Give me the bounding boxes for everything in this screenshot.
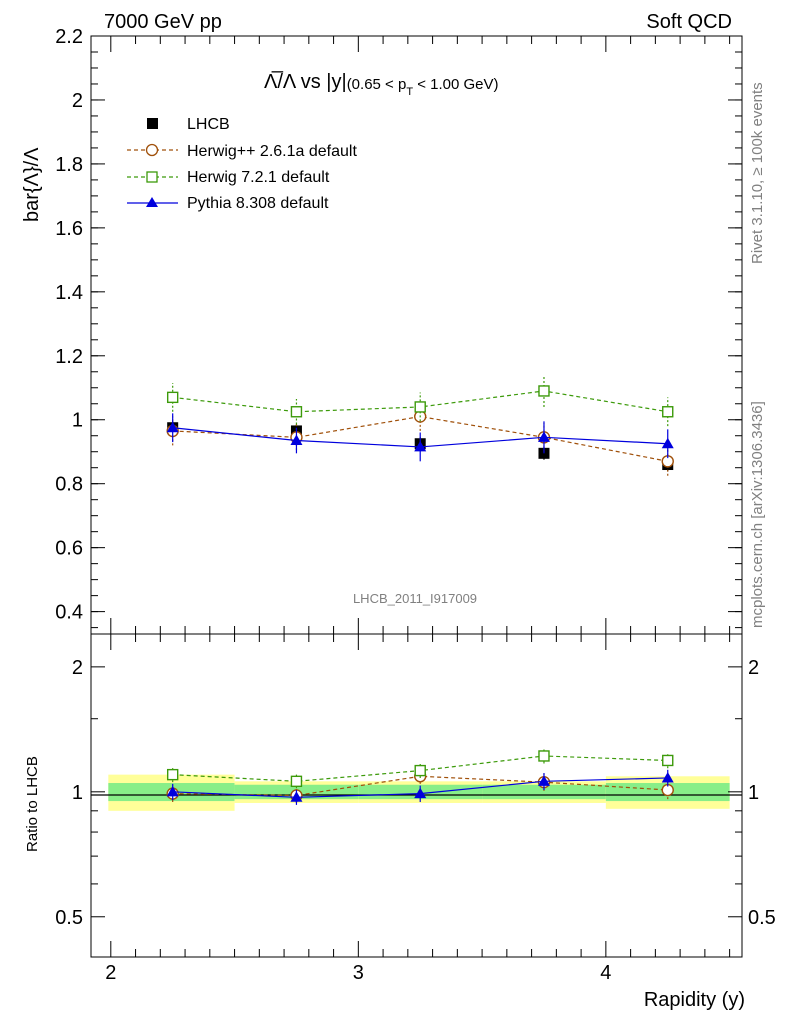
x-tick-label: 2 [105,962,116,984]
header-right: Soft QCD [646,11,732,33]
x-axis-label: Rapidity (y) [644,989,745,1011]
ratio-point-herwig7 [290,775,303,788]
ratio-panel: 0.5 0.5 1 1 2 2 2 3 4 Ratio to LHCB Rapidity (y… [24,633,776,1011]
chart-title-main: Λ̅/Λ vs |y| [264,70,347,93]
header-left: 7000 GeV pp [104,11,222,33]
main-line-herwigpp [172,415,668,462]
ratio-point-herwig7 [414,764,426,777]
legend-marker-pythia [146,197,158,207]
ratio-y-tick-label-right: 2 [748,657,759,679]
legend-item-lhcb: LHCB [147,116,230,133]
main-point-pythia [290,434,303,446]
main-point-pythia [661,437,674,449]
ratio-x-ticks: 2 3 4 [105,634,731,984]
legend-marker-lhcb [147,118,158,129]
ratio-point-herwig7 [538,750,550,762]
main-point-herwig7 [414,401,426,413]
ratio-y-tick-label: 0.5 [55,907,83,929]
ratio-series-herwig7 [166,748,674,789]
legend-label-herwig7: Herwig 7.2.1 default [187,169,330,186]
legend-label-pythia: Pythia 8.308 default [187,195,329,212]
ratio-point-pythia [537,775,550,786]
x-tick-label: 3 [353,962,364,984]
chart-title-range: (0.65 < p [347,76,407,93]
chart-title-end: < 1.00 GeV) [413,76,498,93]
ratio-y-tick-label: 1 [72,782,83,804]
ratio-point-pythia [661,771,674,783]
main-point-pythia [414,440,427,452]
legend-item-pythia: Pythia 8.308 default [127,195,329,212]
main-series-pythia [166,413,674,462]
analysis-watermark: LHCB_2011_I917009 [353,591,477,606]
main-point-herwig7 [662,406,674,418]
legend-item-herwigpp: Herwig++ 2.6.1a default [127,143,357,160]
ratio-line-herwigpp [172,775,668,797]
main-y-tick-label: 2 [72,90,83,112]
main-x-ticks [110,36,731,634]
ratio-point-herwig7 [662,754,674,767]
ratio-marks [166,748,674,805]
main-y-tick-label: 1.4 [55,282,83,304]
main-y-tick-label: 1 [72,410,83,432]
legend-marker-herwig7 [146,171,158,183]
chart-title: Λ̅/Λ vs |y|(0.65 < pT < 1.00 GeV) [264,70,499,98]
main-y-tick-label: 0.6 [55,538,83,560]
main-y-axis-label: bar{Λ}/Λ [21,147,43,222]
main-panel: 0.4 0.6 0.8 1 1.2 1.4 1.6 1.8 2 2.2 bar{Λ}/Λ Λ̅/Λ… [21,26,743,635]
ratio-y-tick-label-right: 0.5 [748,907,776,929]
main-point-herwig7 [538,385,550,397]
main-series-herwig7 [166,374,674,427]
main-y-tick-label: 1.6 [55,218,83,240]
legend-label-lhcb: LHCB [187,116,230,133]
ratio-y-ticks: 0.5 0.5 1 1 2 2 [55,657,776,929]
main-point-herwig7 [290,406,303,418]
ratio-series-pythia [166,769,674,805]
mcplots-label: mcplots.cern.ch [arXiv:1306.3436] [749,401,766,628]
legend-item-herwig7: Herwig 7.2.1 default [127,169,330,186]
legend-label-herwigpp: Herwig++ 2.6.1a default [187,143,357,160]
ratio-point-pythia [290,791,303,802]
ratio-point-herwig7 [166,768,179,781]
ratio-y-tick-label-right: 1 [748,782,759,804]
main-point-herwig7 [166,391,179,404]
ratio-y-axis-label: Ratio to LHCB [24,756,41,852]
main-y-tick-label: 0.4 [55,602,83,624]
main-marks [166,374,674,476]
main-point-pythia [537,431,550,442]
main-y-ticks: 0.4 0.6 0.8 1 1.2 1.4 1.6 1.8 2 2.2 [55,26,742,629]
main-y-tick-label: 0.8 [55,474,83,496]
ratio-frame [90,633,743,958]
ratio-y-tick-label: 2 [72,657,83,679]
ratio-point-pythia [166,785,179,797]
rivet-label: Rivet 3.1.10, ≥ 100k events [749,82,766,264]
ratio-point-pythia [414,787,427,799]
x-tick-label: 4 [600,962,611,984]
chart-title-sub: T [406,86,413,98]
main-point-pythia [166,421,179,433]
legend: LHCB Herwig++ 2.6.1a default Herwig 7.2.… [127,116,357,212]
main-y-tick-label: 2.2 [55,26,83,48]
main-y-tick-label: 1.8 [55,154,83,176]
main-y-tick-label: 1.2 [55,346,83,368]
legend-marker-herwigpp [145,143,159,157]
